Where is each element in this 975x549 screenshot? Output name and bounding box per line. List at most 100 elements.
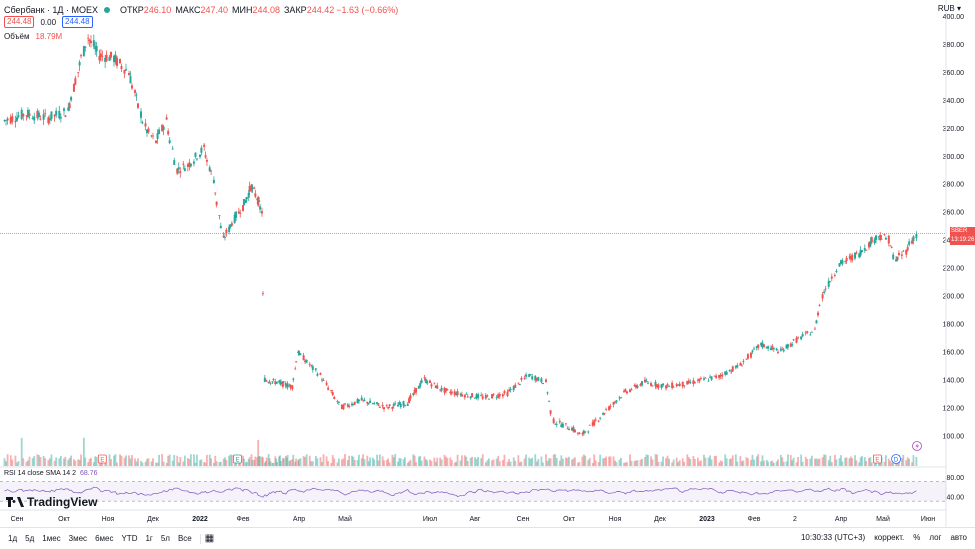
- volume-bar: [498, 461, 501, 466]
- candle-body: [656, 384, 658, 388]
- candle-body: [630, 389, 633, 391]
- candle-body: [3, 120, 6, 121]
- candle-body: [150, 135, 153, 137]
- volume-bar: [302, 455, 305, 466]
- candle-body: [33, 116, 36, 121]
- volume-bar: [841, 461, 844, 466]
- open-value: 246.10: [143, 5, 172, 15]
- candle-body: [415, 387, 418, 393]
- volume-bar: [915, 456, 918, 466]
- candle-body: [639, 384, 642, 386]
- candle-body: [50, 111, 53, 120]
- ask-box[interactable]: 244.48: [62, 16, 93, 28]
- candle-body: [302, 355, 305, 361]
- volume-bar: [219, 461, 222, 466]
- volume-bar: [186, 458, 189, 466]
- volume-bar: [689, 458, 692, 466]
- timeframe-button[interactable]: 1мес: [42, 534, 61, 543]
- candle-body: [540, 378, 543, 383]
- volume-bar: [845, 457, 848, 466]
- timeframe-button[interactable]: 6мес: [95, 534, 114, 543]
- volume-bar: [698, 461, 701, 466]
- calendar-icon[interactable]: ▦: [204, 533, 215, 544]
- candle-body: [668, 386, 671, 387]
- timeframe-button[interactable]: 1г: [145, 534, 153, 543]
- volume-bar: [397, 461, 399, 466]
- candle-body: [474, 397, 476, 399]
- earnings-marker-shape[interactable]: [873, 454, 882, 464]
- volume-bar: [140, 460, 142, 466]
- earnings-marker: E: [873, 454, 882, 464]
- candle-body: [423, 377, 426, 379]
- percent-button[interactable]: %: [913, 533, 921, 542]
- volume-bar: [161, 454, 163, 466]
- volume-bar: [430, 460, 433, 466]
- candle-body: [469, 396, 472, 399]
- timeframe-button[interactable]: 1д: [8, 534, 18, 543]
- tradingview-logo[interactable]: TradingView: [6, 495, 97, 509]
- candle-body: [900, 254, 903, 256]
- volume-bar: [156, 462, 159, 466]
- volume-bar: [848, 458, 851, 466]
- volume-bar: [731, 455, 734, 466]
- dividend-marker-shape[interactable]: [891, 454, 901, 464]
- volume-bar: [605, 456, 607, 466]
- timeframe-button[interactable]: 5д: [25, 534, 35, 543]
- volume-bar: [263, 462, 266, 466]
- candle-body: [26, 109, 29, 118]
- volume-bar: [22, 458, 25, 466]
- volume-bar: [344, 454, 346, 466]
- candle-body: [450, 391, 453, 394]
- volume-bar: [863, 457, 866, 466]
- volume-bar: [63, 458, 65, 466]
- volume-bar: [868, 458, 870, 466]
- candle-body: [330, 390, 333, 392]
- candle-body: [644, 379, 646, 383]
- timeframe-button[interactable]: Все: [177, 534, 192, 543]
- symbol-title[interactable]: Сбербанк · 1Д · MOEX: [4, 5, 99, 15]
- volume-bar: [314, 455, 317, 466]
- volume-bar: [285, 457, 288, 466]
- volume-bar: [709, 455, 711, 466]
- log-button[interactable]: лог: [929, 533, 942, 542]
- volume-bar: [495, 458, 498, 466]
- timeframe-button[interactable]: 5л: [160, 534, 170, 543]
- volume-bar: [858, 462, 861, 466]
- candle-body: [789, 343, 792, 347]
- volume-bar: [771, 460, 774, 466]
- candle-body: [286, 383, 289, 388]
- candle-body: [275, 382, 278, 384]
- currency-label[interactable]: RUB ▾: [937, 4, 961, 13]
- volume-bar: [376, 454, 378, 466]
- candle-body: [620, 397, 622, 399]
- candle-body: [299, 353, 302, 355]
- candle-body: [168, 140, 171, 144]
- candle-body: [276, 381, 279, 383]
- candle-body: [314, 368, 317, 370]
- candle-body: [84, 46, 87, 48]
- candle-body: [584, 431, 587, 433]
- volume-bar: [388, 462, 391, 466]
- candle-body: [849, 255, 852, 260]
- earnings-marker-shape[interactable]: [97, 454, 107, 464]
- x-tick-label: 2023: [699, 516, 715, 523]
- candle-body: [325, 382, 328, 385]
- timeframe-button[interactable]: YTD: [121, 534, 138, 543]
- x-tick-label: Дек: [654, 516, 667, 523]
- volume-bar: [635, 460, 637, 466]
- candle-body: [678, 383, 681, 386]
- auto-button[interactable]: авто: [950, 533, 967, 542]
- earnings-marker-shape[interactable]: [233, 454, 242, 464]
- candle-body: [615, 400, 618, 402]
- volume-bar: [767, 461, 770, 466]
- volume-bar: [703, 454, 705, 466]
- timeframe-button[interactable]: 3мес: [68, 534, 88, 543]
- candle-body: [114, 54, 117, 63]
- bid-box[interactable]: 244.48: [4, 16, 35, 28]
- volume-bar: [165, 462, 168, 466]
- candle-body: [915, 234, 918, 239]
- volume-bar: [110, 459, 112, 466]
- correct-button[interactable]: коррект.: [874, 533, 905, 542]
- time-readout[interactable]: 10:30:33 (UTC+3): [800, 533, 866, 542]
